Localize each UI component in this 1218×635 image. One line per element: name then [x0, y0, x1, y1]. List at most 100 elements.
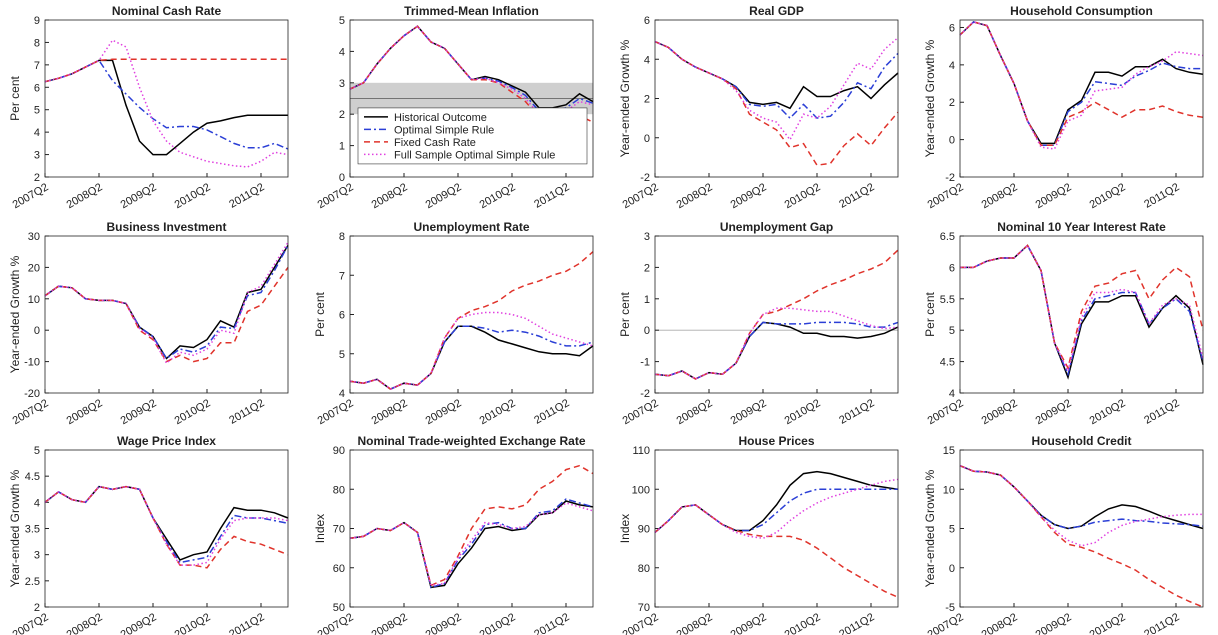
y-tick-label: 4 [34, 497, 40, 509]
y-tick-label: -5 [945, 602, 955, 614]
y-axis-label: Index [618, 514, 632, 543]
x-tick-label: 2011Q2 [227, 181, 266, 211]
x-tick-label: 2010Q2 [1088, 181, 1128, 211]
x-tick-label: 2007Q2 [621, 181, 661, 211]
series-line [349, 325, 594, 390]
panel-title: Unemployment Rate [413, 220, 529, 234]
series-line [654, 40, 899, 167]
panel-title: Nominal 10 Year Interest Rate [997, 220, 1166, 234]
y-tick-label: 6 [949, 22, 955, 34]
x-tick-label: 2009Q2 [424, 181, 464, 211]
y-tick-label: 90 [333, 445, 345, 457]
plot-frame [44, 449, 289, 608]
y-axis-label: Year-ended Growth % [8, 469, 22, 587]
y-tick-label: 70 [333, 524, 345, 536]
y-tick-label: 6 [644, 15, 650, 27]
y-tick-label: 30 [28, 231, 40, 243]
x-tick-label: 2011Q2 [837, 397, 876, 427]
x-tick-label: 2010Q2 [173, 397, 213, 427]
y-tick-label: 0 [34, 325, 40, 337]
y-axis-label: Per cent [313, 291, 327, 336]
x-tick-label: 2011Q2 [1142, 611, 1181, 635]
x-tick-label: 2007Q2 [11, 397, 51, 427]
legend-label: Fixed Cash Rate [394, 137, 476, 149]
x-tick-label: 2009Q2 [1034, 397, 1074, 427]
y-tick-label: 50 [333, 602, 345, 614]
series-line [349, 464, 594, 587]
y-tick-label: 2 [34, 172, 40, 184]
plot-frame [959, 449, 1204, 608]
y-tick-label: 7 [34, 60, 40, 72]
plot-frame [349, 235, 594, 394]
plot-area [655, 450, 898, 607]
y-axis-label: Per cent [618, 291, 632, 336]
y-tick-label: 0 [644, 325, 650, 337]
x-tick-label: 2011Q2 [837, 181, 876, 211]
x-tick-label: 2010Q2 [783, 611, 823, 635]
plot-frame [959, 19, 1204, 178]
x-tick-label: 2011Q2 [532, 397, 571, 427]
x-tick-label: 2009Q2 [729, 397, 769, 427]
plot-frame [44, 19, 289, 178]
y-tick-label: -2 [640, 172, 650, 184]
y-tick-label: 10 [28, 294, 40, 306]
x-tick-label: 2010Q2 [173, 611, 213, 635]
series-line [654, 249, 899, 380]
x-tick-label: 2007Q2 [316, 397, 356, 427]
plot-area [45, 20, 288, 177]
y-tick-label: 4 [949, 60, 955, 72]
y-tick-label: 5 [34, 105, 40, 117]
x-tick-label: 2008Q2 [980, 611, 1020, 635]
y-tick-label: 4 [34, 127, 40, 139]
y-tick-label: 70 [638, 602, 650, 614]
series-line [44, 245, 289, 360]
y-tick-label: 100 [632, 484, 650, 496]
x-tick-label: 2010Q2 [783, 181, 823, 211]
x-tick-label: 2007Q2 [926, 397, 966, 427]
x-tick-label: 2007Q2 [11, 181, 51, 211]
x-tick-label: 2007Q2 [926, 611, 966, 635]
y-tick-label: 2 [339, 109, 345, 121]
plot-frame [44, 235, 289, 394]
y-tick-label: 80 [638, 563, 650, 575]
y-tick-label: 6.5 [940, 231, 955, 243]
y-axis-label: Per cent [8, 75, 22, 120]
y-tick-label: 3 [34, 550, 40, 562]
plot-area [960, 450, 1203, 607]
y-tick-label: -1 [640, 357, 650, 369]
y-tick-label: 3 [34, 150, 40, 162]
y-axis-label: Year-ended Growth % [8, 255, 22, 373]
y-axis-label: Year-ended Growth % [618, 39, 632, 157]
legend-box [357, 107, 588, 165]
series-line [959, 21, 1204, 150]
y-tick-label: 3 [644, 231, 650, 243]
y-tick-label: 0 [339, 172, 345, 184]
series-line [44, 266, 289, 363]
x-tick-label: 2009Q2 [729, 611, 769, 635]
y-axis-label: Per cent [923, 291, 937, 336]
y-tick-label: 1 [644, 294, 650, 306]
y-tick-label: 2.5 [25, 576, 40, 588]
y-tick-label: 5.5 [940, 294, 955, 306]
y-tick-label: 3 [339, 78, 345, 90]
y-tick-label: 4 [339, 388, 345, 400]
y-tick-label: 4 [949, 388, 955, 400]
x-tick-label: 2009Q2 [1034, 611, 1074, 635]
y-tick-label: 5 [949, 524, 955, 536]
x-tick-label: 2008Q2 [65, 181, 105, 211]
plot-area [350, 236, 593, 393]
x-tick-label: 2009Q2 [119, 181, 159, 211]
y-tick-label: 1 [339, 141, 345, 153]
y-tick-label: 90 [638, 524, 650, 536]
y-tick-label: 9 [34, 15, 40, 27]
plot-frame [654, 235, 899, 394]
x-tick-label: 2008Q2 [675, 611, 715, 635]
x-tick-label: 2007Q2 [316, 611, 356, 635]
y-tick-label: 4 [644, 54, 650, 66]
series-line [959, 21, 1204, 146]
y-tick-label: 4.5 [25, 471, 40, 483]
y-axis-label: Year-ended Growth % [923, 469, 937, 587]
y-tick-label: 3.5 [25, 524, 40, 536]
legend-label: Full Sample Optimal Simple Rule [394, 149, 555, 161]
